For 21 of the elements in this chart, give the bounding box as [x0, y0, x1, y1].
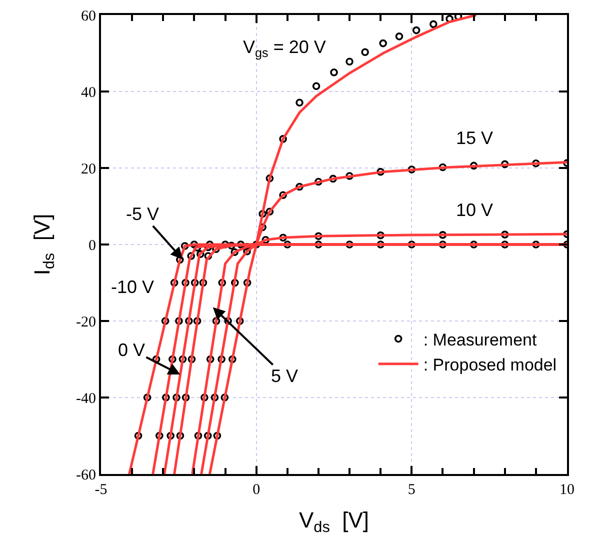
- annotation: 15 V: [456, 128, 494, 148]
- annotation: 5 V: [271, 366, 298, 386]
- annotation: -10 V: [111, 277, 154, 297]
- y-tick-label: 20: [81, 161, 96, 178]
- annotation: V$_{gs}$ = 20 V: [243, 37, 326, 60]
- y-tick-label: 60: [81, 8, 96, 24]
- x-axis-title: V$_{ds}$ [V]: [298, 507, 370, 536]
- annotation: 0 V: [118, 340, 146, 360]
- y-tick-label: 40: [81, 84, 96, 101]
- annotation: 10 V: [456, 200, 494, 220]
- y-tick-label: -60: [76, 467, 96, 484]
- x-tick-label: 10: [560, 482, 574, 498]
- y-tick-label: 0: [88, 238, 96, 254]
- y-tick-label: -40: [76, 390, 96, 407]
- annotation: -5 V: [126, 204, 160, 224]
- legend-label: : Measurement: [423, 330, 537, 350]
- y-tick-label: -20: [76, 314, 96, 330]
- x-tick-label: 5: [408, 482, 416, 498]
- x-tick-label: 0: [252, 482, 260, 498]
- legend-label: : Proposed model: [423, 355, 557, 374]
- x-tick-label: -5: [94, 482, 108, 498]
